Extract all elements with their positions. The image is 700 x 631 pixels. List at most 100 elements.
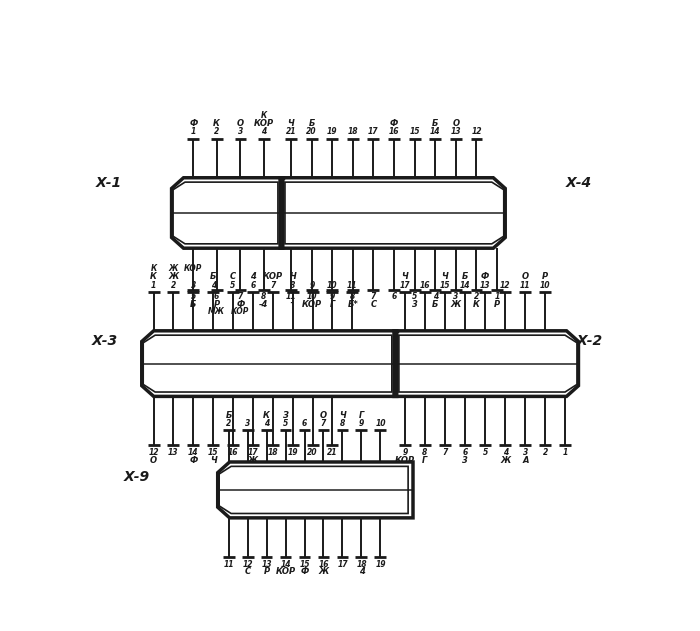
Text: 5: 5 [283, 419, 288, 428]
Text: 16: 16 [318, 560, 329, 569]
Text: З: З [283, 411, 288, 420]
Text: 9: 9 [330, 292, 335, 302]
Text: Ф: Ф [237, 300, 244, 309]
Text: 10: 10 [375, 419, 386, 428]
Text: Г: Г [359, 411, 364, 420]
Text: Р: Р [263, 567, 270, 577]
Text: 9: 9 [359, 419, 364, 428]
Text: 10: 10 [540, 281, 551, 290]
Text: А: А [522, 456, 528, 464]
Text: 8: 8 [422, 448, 428, 457]
Text: Ф: Ф [390, 119, 398, 128]
Text: Ч: Ч [339, 411, 346, 420]
Text: С: С [244, 567, 251, 577]
Text: О: О [452, 119, 459, 128]
Text: Р: Р [494, 300, 500, 309]
Text: 19: 19 [287, 448, 298, 457]
Text: 4: 4 [211, 281, 216, 290]
Text: 12: 12 [500, 281, 510, 290]
Text: 5: 5 [190, 292, 196, 302]
Text: 9: 9 [310, 281, 315, 290]
Text: 11: 11 [347, 281, 358, 290]
Text: 4: 4 [261, 127, 267, 136]
Text: О: О [522, 272, 529, 281]
Text: Х-9: Х-9 [123, 469, 149, 483]
Text: 11: 11 [520, 281, 531, 290]
Text: ·: · [289, 300, 293, 309]
Text: Ж: Ж [451, 300, 461, 309]
Text: 18: 18 [347, 127, 358, 136]
Text: КОР: КОР [184, 264, 202, 273]
Text: Б: Б [225, 411, 232, 420]
Text: Р: Р [214, 300, 220, 309]
Text: 12: 12 [471, 127, 482, 136]
Text: 14: 14 [460, 281, 470, 290]
Text: 4: 4 [358, 567, 365, 577]
Text: Ф: Ф [189, 119, 197, 128]
Text: Б: Б [432, 300, 438, 309]
Text: 15: 15 [300, 560, 309, 569]
Text: Б: Б [432, 119, 438, 128]
Text: 3: 3 [245, 419, 250, 428]
Text: 20: 20 [307, 127, 317, 136]
Text: 19: 19 [327, 127, 337, 136]
Text: 9: 9 [402, 448, 407, 457]
Text: Ж: Ж [318, 567, 328, 577]
Text: 17: 17 [248, 448, 258, 457]
Text: КОР: КОР [395, 456, 415, 464]
Text: 1: 1 [494, 292, 500, 302]
Text: 12: 12 [148, 448, 159, 457]
Text: Х-4: Х-4 [566, 175, 592, 189]
Text: Ч: Ч [210, 456, 217, 464]
Text: 7: 7 [270, 281, 276, 290]
Text: Ч: Ч [442, 272, 449, 281]
Text: К: К [263, 411, 270, 420]
Text: Ч: Ч [402, 272, 408, 281]
Text: 8: 8 [350, 292, 356, 302]
Text: 2: 2 [474, 292, 479, 302]
Text: КОР: КОР [275, 567, 295, 577]
Text: Ф: Ф [189, 456, 197, 464]
Text: 4: 4 [264, 419, 269, 428]
Text: Г: Г [330, 300, 335, 309]
Text: Х-3: Х-3 [92, 334, 118, 348]
Text: К: К [150, 264, 157, 273]
Text: 1: 1 [562, 448, 568, 457]
Text: Г: Г [422, 456, 428, 464]
Text: 11: 11 [286, 292, 296, 302]
Text: 1: 1 [190, 127, 196, 136]
Text: О: О [150, 456, 158, 464]
Text: 6: 6 [214, 292, 219, 302]
Text: 4: 4 [503, 448, 508, 457]
Text: Ч: Ч [288, 119, 294, 128]
Text: 4: 4 [433, 292, 438, 302]
Text: Ф: Ф [481, 272, 489, 281]
Text: 8: 8 [290, 281, 295, 290]
Text: 17: 17 [337, 560, 348, 569]
Text: 13: 13 [451, 127, 461, 136]
Text: 6: 6 [391, 292, 397, 302]
Text: 15: 15 [410, 127, 420, 136]
Text: Б*: Б* [347, 300, 358, 309]
Text: 18: 18 [268, 448, 279, 457]
Text: Б: Б [462, 272, 468, 281]
Text: 17: 17 [368, 127, 379, 136]
Text: КОР: КОР [302, 300, 321, 309]
Text: О: О [237, 119, 244, 128]
Text: 3: 3 [238, 127, 243, 136]
Text: Р: Р [542, 272, 548, 281]
Text: 7: 7 [238, 292, 243, 302]
Text: 20: 20 [307, 448, 318, 457]
Text: 3: 3 [462, 456, 468, 464]
Text: 6: 6 [251, 281, 256, 290]
Text: Х-1: Х-1 [96, 175, 122, 189]
Text: 21: 21 [327, 448, 337, 457]
Text: 5: 5 [230, 281, 235, 290]
Text: 18: 18 [356, 560, 367, 569]
Text: Ф: Ф [300, 567, 309, 577]
Text: 16: 16 [389, 127, 399, 136]
Text: МЖ: МЖ [208, 307, 225, 316]
Text: 13: 13 [261, 560, 272, 569]
Text: 2: 2 [226, 419, 231, 428]
Text: Ж: Ж [168, 272, 178, 281]
